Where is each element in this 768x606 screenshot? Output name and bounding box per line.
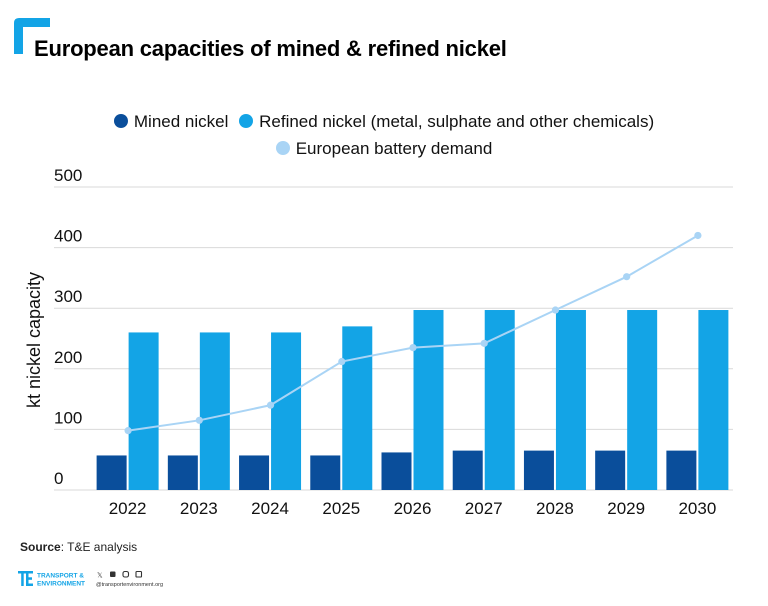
bar-refined — [128, 332, 159, 490]
y-axis-label: kt nickel capacity — [24, 272, 44, 408]
logo-text-top: TRANSPORT & — [37, 573, 84, 580]
x-tick-label: 2024 — [251, 499, 289, 518]
source-label: Source — [20, 540, 61, 554]
x-tick-label: 2025 — [322, 499, 360, 518]
y-tick-label: 300 — [54, 287, 82, 306]
bar-refined — [698, 310, 729, 490]
x-tick-label: 2030 — [678, 499, 716, 518]
legend-label-mined: Mined nickel — [133, 112, 229, 131]
social-icons: 𝕏 — [97, 570, 143, 580]
y-tick-label: 0 — [54, 469, 63, 488]
legend-label-demand: European battery demand — [295, 139, 493, 158]
website-text: @transportenvironment.org — [96, 582, 163, 588]
bar-mined — [167, 455, 198, 490]
source-note: Source: T&E analysis — [20, 540, 137, 554]
facebook-icon — [110, 571, 116, 577]
bar-mined — [381, 452, 412, 490]
bar-mined — [523, 450, 554, 490]
legend-row: Mined nickel Refined nickel (metal, sulp… — [0, 108, 768, 135]
y-tick-label: 100 — [54, 408, 82, 427]
point-demand — [694, 231, 702, 240]
point-demand — [409, 343, 417, 352]
legend-item-demand: European battery demand — [275, 135, 493, 162]
point-demand — [338, 357, 346, 366]
chart-title: European capacities of mined & refined n… — [34, 36, 507, 61]
y-tick-label: 200 — [54, 348, 82, 367]
legend-item-mined: Mined nickel — [113, 108, 229, 135]
point-demand — [266, 401, 275, 409]
chart-legend: Mined nickel Refined nickel (metal, sulp… — [0, 108, 768, 162]
linkedin-icon — [135, 570, 143, 578]
bar-mined — [239, 455, 270, 490]
point-demand — [480, 339, 488, 347]
point-demand — [195, 416, 203, 424]
twitter-icon: 𝕏 — [97, 572, 103, 580]
x-tick-label: 2029 — [607, 499, 645, 518]
legend-row: European battery demand — [0, 135, 768, 162]
x-tick-label: 2028 — [536, 499, 574, 518]
y-tick-label: 400 — [54, 227, 82, 246]
instagram-icon — [122, 570, 130, 578]
legend-swatch-demand — [275, 141, 290, 155]
bar-mined — [452, 450, 483, 490]
point-demand — [623, 273, 631, 281]
x-tick-label: 2026 — [394, 499, 432, 518]
bar-refined — [627, 310, 658, 490]
bar-refined — [413, 310, 444, 490]
chart-plot: 0 100 200 300 400 500 kt nickel capacity 2022 20… — [24, 166, 733, 518]
bar-refined — [342, 326, 373, 490]
logo-text-bottom: ENVIRONMENT — [37, 581, 85, 588]
legend-label-refined: Refined nickel (metal, sulphate and othe… — [259, 112, 655, 131]
x-tick-label: 2023 — [180, 499, 218, 518]
bar-refined — [555, 310, 586, 490]
legend-swatch-refined — [239, 114, 254, 128]
point-demand — [124, 427, 132, 435]
bar-mined — [595, 450, 626, 490]
x-tick-label: 2022 — [109, 499, 147, 518]
bar-mined — [310, 455, 341, 490]
point-demand — [551, 306, 560, 314]
x-tick-label: 2027 — [465, 499, 503, 518]
corner-accent-mark — [14, 18, 50, 54]
bar-refined — [199, 332, 230, 490]
bar-refined — [271, 332, 302, 490]
transport-environment-logo: TRANSPORT & ENVIRONMENT 𝕏 @transportenvi… — [18, 570, 163, 588]
legend-item-refined: Refined nickel (metal, sulphate and othe… — [239, 108, 654, 135]
source-text: : T&E analysis — [60, 540, 138, 554]
bar-mined — [666, 450, 697, 490]
legend-swatch-mined — [113, 114, 128, 128]
bar-mined — [96, 455, 127, 490]
y-tick-label: 500 — [54, 166, 82, 185]
